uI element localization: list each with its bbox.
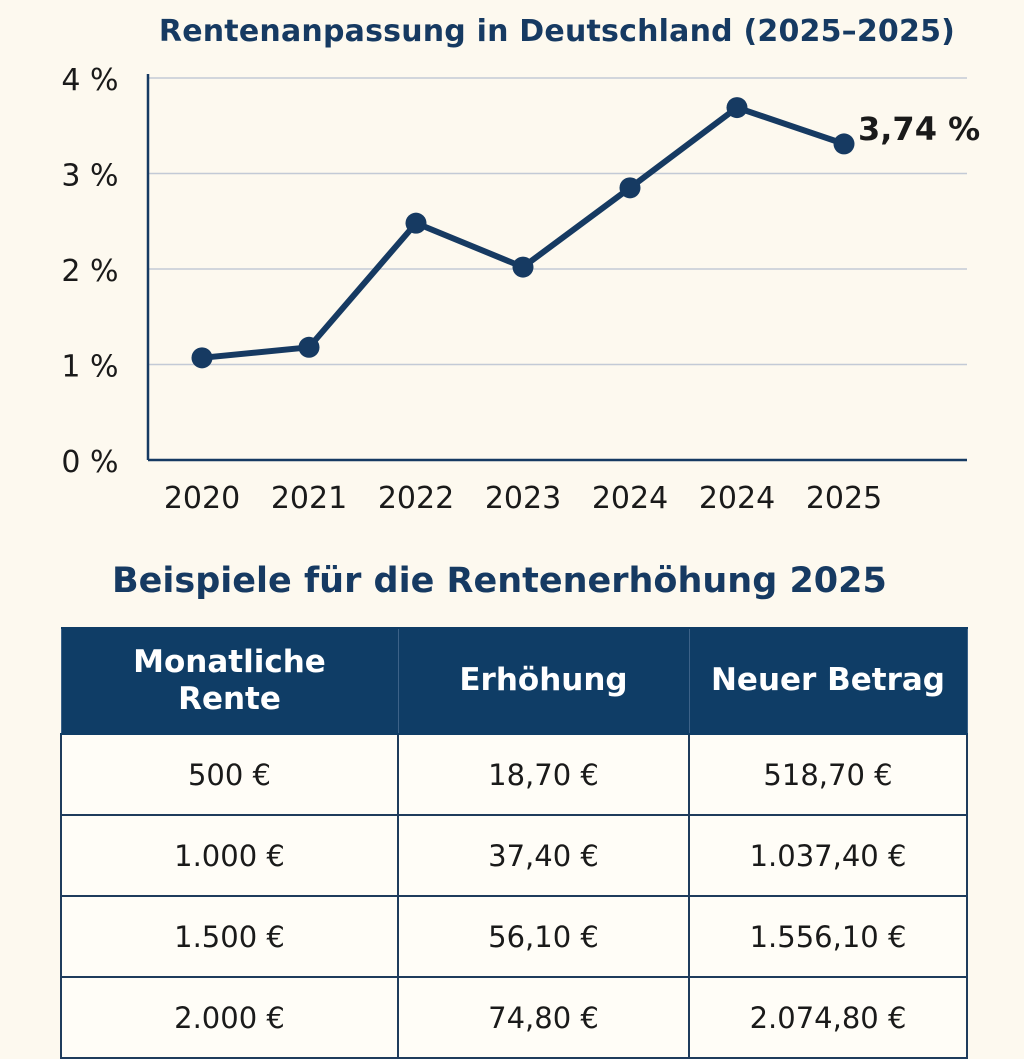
- data-point: [405, 212, 427, 234]
- pension-table: Monatliche Rente Erhöhung Neuer Betrag 5…: [60, 627, 968, 1059]
- data-point: [298, 336, 320, 358]
- table-row: 1.500 € 56,10 € 1.556,10 €: [60, 895, 968, 978]
- x-tick-label: 2024: [699, 481, 775, 516]
- cell-new-amount: 518,70 €: [688, 733, 968, 816]
- table-header-row: Monatliche Rente Erhöhung Neuer Betrag: [60, 627, 968, 735]
- table-row: 2.000 € 74,80 € 2.074,80 €: [60, 976, 968, 1059]
- cell-increase: 37,40 €: [397, 814, 690, 897]
- series-line: [199, 104, 847, 361]
- line-chart: 0 % 1 % 2 % 3 % 4 % 2020 2021 2022 2023 2024 2024 2…: [61, 63, 980, 516]
- y-tick-label: 1 %: [61, 350, 118, 385]
- cell-new-amount: 1.556,10 €: [688, 895, 968, 978]
- cell-monthly-pension: 1.000 €: [60, 814, 399, 897]
- cell-monthly-pension: 2.000 €: [60, 976, 399, 1059]
- table-row: 500 € 18,70 € 518,70 €: [60, 733, 968, 816]
- cell-new-amount: 1.037,40 €: [688, 814, 968, 897]
- x-tick-label: 2022: [378, 481, 454, 516]
- table-row: 1.000 € 37,40 € 1.037,40 €: [60, 814, 968, 897]
- header-new-amount: Neuer Betrag: [688, 627, 968, 735]
- cell-new-amount: 2.074,80 €: [688, 976, 968, 1059]
- y-tick-label: 2 %: [61, 254, 118, 289]
- cell-increase: 18,70 €: [397, 733, 690, 816]
- x-tick-label: 2025: [806, 481, 882, 516]
- x-tick-label: 2024: [592, 481, 668, 516]
- cell-increase: 56,10 €: [397, 895, 690, 978]
- cell-monthly-pension: 500 €: [60, 733, 399, 816]
- data-point: [191, 347, 213, 369]
- header-monthly-pension-text: Monatliche Rente: [133, 643, 326, 717]
- y-tick-label: 3 %: [61, 159, 118, 194]
- header-increase: Erhöhung: [397, 627, 690, 735]
- header-monthly-pension: Monatliche Rente: [60, 627, 399, 735]
- data-point: [833, 133, 855, 155]
- chart-title: Rentenanpassung in Deutschland (2025–202…: [158, 14, 956, 49]
- cell-increase: 74,80 €: [397, 976, 690, 1059]
- data-point: [619, 177, 641, 199]
- data-point: [726, 97, 748, 119]
- x-tick-label: 2023: [485, 481, 561, 516]
- y-tick-label: 4 %: [61, 63, 118, 98]
- x-tick-label: 2020: [164, 481, 240, 516]
- x-tick-label: 2021: [271, 481, 347, 516]
- data-point: [512, 256, 534, 278]
- table-section-title: Beispiele für die Rentenerhöhung 2025: [112, 561, 887, 601]
- y-tick-label: 0 %: [61, 445, 118, 480]
- data-label: 3,74 %: [858, 110, 980, 148]
- cell-monthly-pension: 1.500 €: [60, 895, 399, 978]
